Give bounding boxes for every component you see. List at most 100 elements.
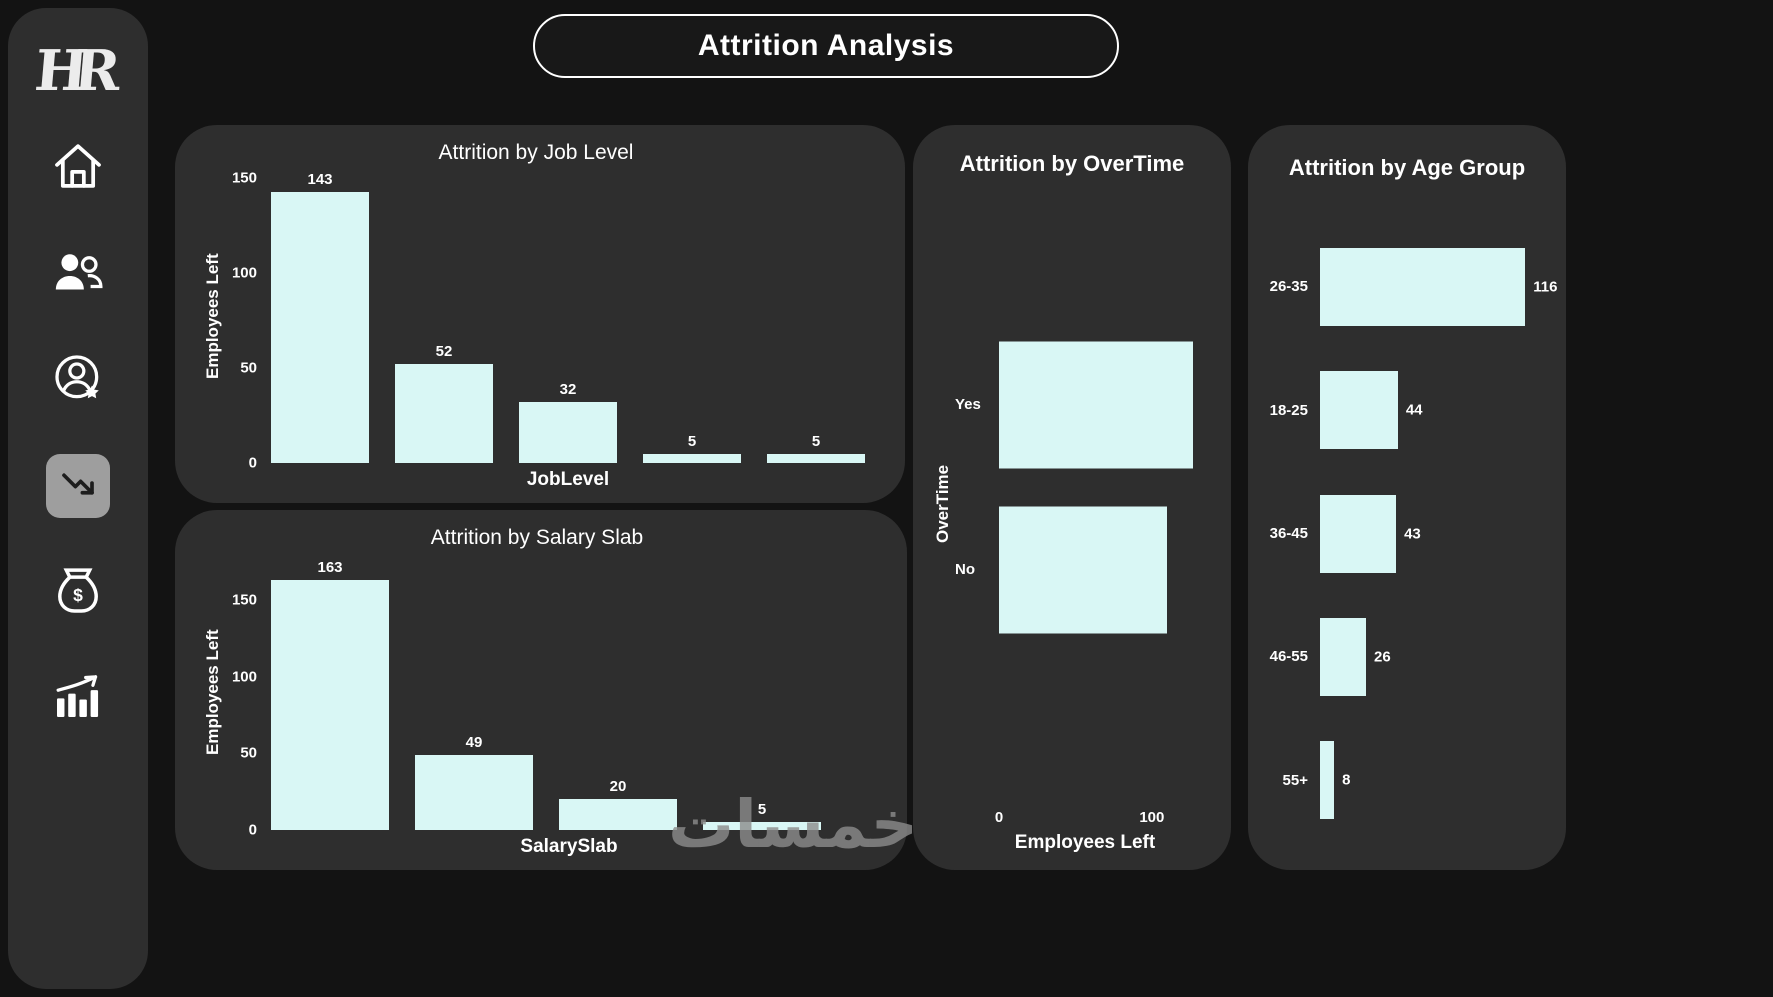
bar[interactable] <box>1320 741 1335 820</box>
hr-logo: HR <box>32 38 110 104</box>
bar-row: 26-35 116 <box>1264 225 1557 348</box>
y-axis-label: OverTime <box>933 464 952 543</box>
bar-value-label: 52 <box>435 343 453 361</box>
category-label: 36-45 <box>1269 525 1308 543</box>
x-axis-tick: 100 <box>1139 809 1165 826</box>
bar-column: 32 <box>519 169 617 463</box>
chart-title: Attrition by OverTime <box>959 151 1185 176</box>
bar[interactable] <box>1320 371 1398 450</box>
category-label: No <box>955 561 975 578</box>
bar-value-label: 8 <box>1342 771 1351 789</box>
bar[interactable] <box>1320 247 1526 326</box>
bar-row: Yes <box>955 341 1213 468</box>
bar-column: 5 <box>703 554 821 830</box>
chart-title: Attrition by Job Level <box>438 141 634 164</box>
bar-row: 18-25 44 <box>1264 348 1550 471</box>
bar[interactable] <box>415 754 533 830</box>
chart-attrition-by-job-level: Attrition by Job Level Employees Left 0 5… <box>175 125 905 503</box>
bar-column: 20 <box>559 554 677 830</box>
plot-area: 26-35 116 18-25 44 36-45 43 46-55 26 55+ 8 <box>1264 185 1557 848</box>
category-label: 46-55 <box>1269 648 1308 666</box>
bar[interactable] <box>271 580 389 830</box>
people-icon <box>50 244 106 305</box>
bar-row: 36-45 43 <box>1264 472 1550 595</box>
bar-track: 26 <box>1320 595 1550 718</box>
bar-value-label: 49 <box>465 733 483 751</box>
sidebar-item-home[interactable] <box>46 136 110 200</box>
x-axis: 0 100 <box>995 804 1213 826</box>
y-axis-tick: 50 <box>240 359 257 377</box>
bar[interactable] <box>559 799 677 830</box>
bar[interactable] <box>395 364 493 463</box>
category-label: 55+ <box>1282 771 1308 789</box>
x-axis-label: SalarySlab <box>520 836 618 857</box>
bar[interactable] <box>999 506 1168 633</box>
bar[interactable] <box>643 453 741 463</box>
y-axis-tick: 0 <box>248 821 257 839</box>
category-label: Yes <box>955 396 981 413</box>
y-axis-label: Employees Left <box>203 253 222 379</box>
y-axis: 0 50 100 150 <box>225 169 265 471</box>
bar-track <box>999 341 1213 468</box>
bar[interactable] <box>271 191 369 463</box>
x-axis-label: JobLevel <box>526 469 610 490</box>
chart-attrition-by-overtime: Attrition by OverTime OverTime Yes No 0 10… <box>913 125 1231 870</box>
bar-column: 143 <box>271 169 369 463</box>
bar-column: 49 <box>415 554 533 830</box>
chart-title: Attrition by Salary Slab <box>430 526 644 549</box>
sidebar-item-salary[interactable]: $ <box>46 560 110 624</box>
chart-title: Attrition by Age Group <box>1288 155 1526 180</box>
bar[interactable] <box>703 822 821 830</box>
bar-value-label: 44 <box>1405 401 1423 419</box>
bar-track <box>999 506 1213 633</box>
bar-value-label: 5 <box>811 432 821 450</box>
bar-track: 43 <box>1320 472 1550 595</box>
dashboard-title: Attrition Analysis <box>533 14 1119 78</box>
category-label: 26-35 <box>1269 278 1308 296</box>
y-axis-tick: 150 <box>231 591 257 609</box>
sidebar-item-attrition[interactable] <box>46 454 110 518</box>
chart-attrition-by-salary-slab: Attrition by Salary Slab Employees Left … <box>175 510 907 870</box>
bar[interactable] <box>1320 617 1366 696</box>
sidebar-item-growth[interactable] <box>46 666 110 730</box>
y-axis-tick: 0 <box>248 454 257 472</box>
bar[interactable] <box>767 453 865 463</box>
bar-value-label: 43 <box>1404 525 1421 543</box>
page-title: Attrition Analysis <box>697 29 955 62</box>
bar-row: No <box>955 506 1213 633</box>
trend-down-icon <box>57 463 99 510</box>
y-axis-tick: 100 <box>231 264 257 282</box>
bar-track: 116 <box>1320 225 1557 348</box>
bar[interactable] <box>1320 494 1397 573</box>
plot-area: 163 49 20 5 <box>265 554 873 830</box>
x-axis-tick: 0 <box>994 809 1004 826</box>
bar-row: 46-55 26 <box>1264 595 1550 718</box>
home-icon <box>50 138 106 199</box>
y-axis-label: Employees Left <box>203 629 222 755</box>
sidebar-item-employees[interactable] <box>46 242 110 306</box>
bar-value-label: 5 <box>757 801 767 819</box>
bar-value-label: 20 <box>609 778 627 796</box>
bar[interactable] <box>519 402 617 463</box>
y-axis-tick: 100 <box>231 668 257 686</box>
sidebar-item-employee-profile[interactable] <box>46 348 110 412</box>
bar-value-label: 32 <box>559 381 577 399</box>
bar[interactable] <box>999 341 1194 468</box>
person-star-icon <box>50 350 106 411</box>
plot-area: 143 52 32 5 5 <box>265 169 871 463</box>
svg-text:$: $ <box>73 585 83 605</box>
chart-attrition-by-age-group: Attrition by Age Group 26-35 116 18-25 44 36… <box>1248 125 1566 870</box>
bar-column: 5 <box>643 169 741 463</box>
bar-row: 55+ 8 <box>1264 719 1550 842</box>
bar-chart-growth-icon <box>50 668 106 729</box>
x-axis-label: Employees Left <box>1014 832 1156 853</box>
bar-track: 8 <box>1320 719 1550 842</box>
sidebar: HR <box>8 8 148 989</box>
bar-column: 52 <box>395 169 493 463</box>
money-bag-icon: $ <box>50 562 106 623</box>
bar-value-label: 163 <box>317 559 343 577</box>
y-axis: 0 50 100 150 <box>225 554 265 838</box>
category-label: 18-25 <box>1269 401 1308 419</box>
bar-value-label: 143 <box>307 170 333 188</box>
plot-area: Yes No <box>955 181 1213 804</box>
